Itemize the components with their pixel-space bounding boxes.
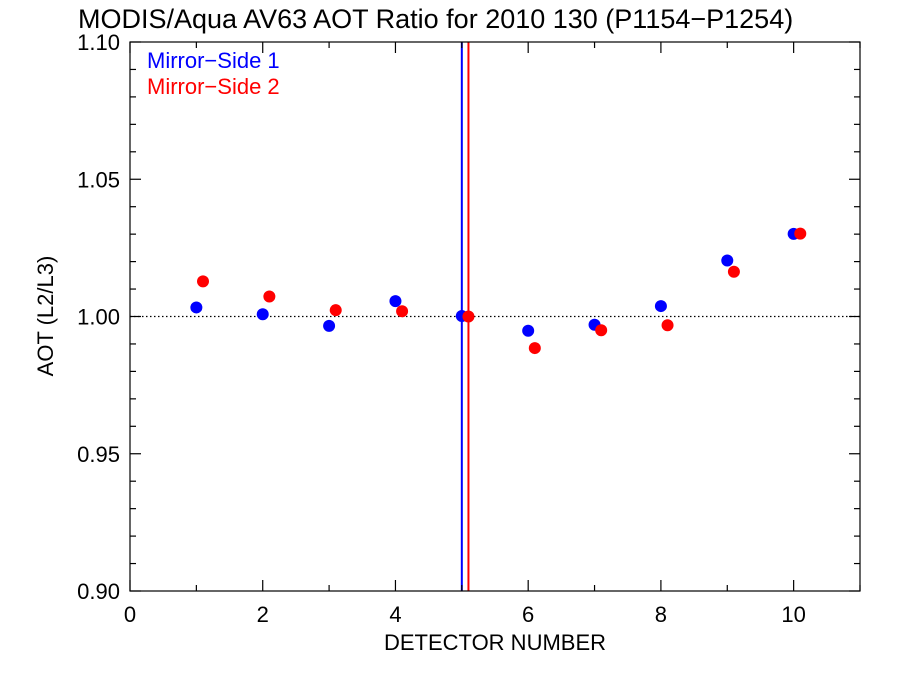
x-axis: 0 2 4 6 8 10 [124, 42, 861, 627]
mirror-side-1-point [654, 300, 667, 313]
y-tick-label: 1.10 [77, 30, 120, 55]
chart-title: MODIS/Aqua AV63 AOT Ratio for 2010 130 (… [78, 4, 793, 34]
mirror-side-2-point [727, 265, 740, 278]
y-tick-label: 0.95 [77, 442, 120, 467]
mirror-side-1-point [389, 295, 402, 308]
mirror-side-2-point [528, 342, 541, 355]
mirror-side-1-point [256, 308, 269, 321]
x-axis-label: DETECTOR NUMBER [384, 630, 606, 655]
x-tick-label: 10 [781, 602, 805, 627]
x-tick-label: 0 [124, 602, 136, 627]
mirror-side-1-point [323, 319, 336, 332]
mirror-side-2-point [595, 324, 608, 337]
mirror-side-1-point [721, 254, 734, 267]
mirror-side-2-point [396, 305, 409, 318]
legend-entry-mirror-side-2: Mirror−Side 2 [147, 74, 280, 99]
mirror-side-2-point [329, 304, 342, 317]
x-tick-label: 6 [522, 602, 534, 627]
mirror-side-1-point [522, 324, 535, 337]
legend-entry-mirror-side-1: Mirror−Side 1 [147, 48, 280, 73]
mirror-side-2-point [462, 310, 475, 323]
mirror-side-2-point [197, 275, 209, 288]
mirror-side-2-point [661, 319, 674, 332]
x-tick-label: 2 [257, 602, 269, 627]
mirror-side-2-point [263, 290, 276, 303]
mirror-side-1-point [190, 301, 203, 314]
y-tick-label: 1.00 [77, 305, 120, 330]
x-tick-label: 4 [389, 602, 401, 627]
x-tick-label: 8 [655, 602, 667, 627]
plot-area [130, 42, 860, 591]
mirror-side-2-point [794, 227, 807, 240]
y-tick-label: 0.90 [77, 579, 120, 604]
y-tick-label: 1.05 [77, 167, 120, 192]
y-axis-label: AOT (L2/L3) [33, 256, 58, 377]
y-axis: 0.90 0.95 1.00 1.05 1.10 [77, 30, 860, 604]
